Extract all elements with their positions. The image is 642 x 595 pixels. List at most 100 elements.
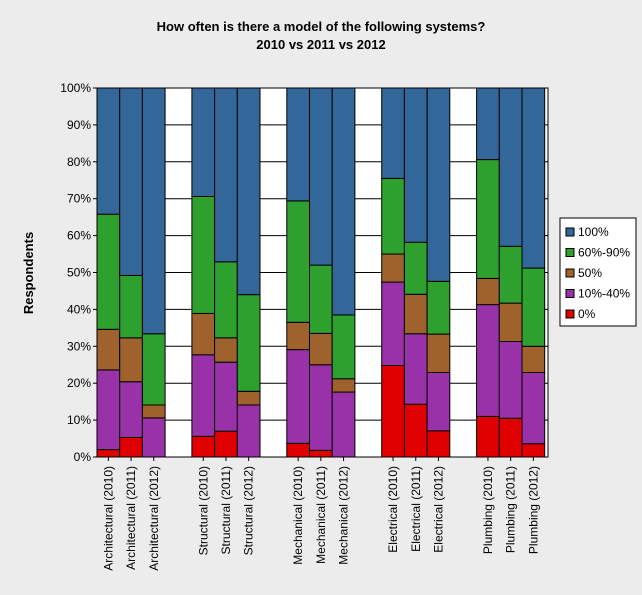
legend-item: 0%: [565, 307, 596, 321]
x-tick-label: Architectural (2012): [147, 466, 161, 571]
legend-item: 100%: [565, 225, 609, 239]
bar-segment: [286, 349, 310, 444]
bar-segment: [191, 354, 216, 437]
bar-segment: [309, 332, 333, 366]
y-tick-label: 10%: [67, 413, 91, 427]
bar-segment: [309, 264, 333, 334]
legend-swatch: [565, 227, 575, 237]
bar-segment: [403, 333, 428, 405]
bar-segment: [381, 281, 405, 366]
bar-segment: [191, 87, 216, 197]
bar-segment: [286, 200, 310, 323]
bar-segment: [476, 277, 500, 306]
bar-stack: [403, 87, 428, 458]
bar-stack: [286, 87, 310, 458]
x-tick-label: Electrical (2011): [409, 466, 423, 552]
bar-segment: [96, 449, 121, 458]
bar-segment: [141, 87, 166, 335]
x-tick-label: Plumbing (2010): [481, 466, 495, 554]
legend-label: 0%: [578, 307, 596, 321]
legend-item: 60%-90%: [565, 246, 630, 260]
bar-segment: [236, 390, 261, 406]
bar-stack: [381, 87, 405, 458]
x-tick-label: Mechanical (2011): [314, 466, 328, 564]
legend-label: 50%: [578, 266, 602, 280]
x-tick-label: Architectural (2010): [101, 466, 115, 571]
bar-segment: [521, 87, 546, 269]
legend-items: 100% 60%-90% 50% 10%-40% 0%: [565, 225, 630, 321]
x-tick-label: Structural (2012): [242, 466, 256, 555]
bar-segment: [236, 87, 261, 296]
bar-segment: [191, 312, 216, 356]
bar-segment: [498, 417, 523, 458]
bar-segment: [119, 436, 143, 458]
y-tick-label: 80%: [67, 155, 91, 169]
x-tick-label: Architectural (2011): [124, 466, 138, 570]
x-tick-label: Plumbing (2011): [504, 466, 518, 553]
bar-segment: [119, 337, 143, 383]
bar-segment: [331, 314, 356, 380]
bar-segment: [426, 430, 451, 458]
legend-swatch: [565, 248, 575, 257]
bar-segment: [331, 391, 356, 458]
bar-segment: [476, 159, 500, 279]
bar-segment: [521, 267, 546, 347]
bar-segment: [426, 333, 451, 373]
bar-segment: [309, 364, 333, 451]
legend-label: 60%-90%: [578, 246, 630, 260]
bar-segment: [498, 87, 523, 247]
bar-segment: [96, 369, 121, 451]
bar-segment: [476, 87, 500, 161]
legend-swatch: [565, 309, 575, 319]
bar-stack: [141, 87, 166, 458]
legend-swatch: [565, 289, 575, 298]
bar-segment: [96, 328, 121, 371]
bar-stack: [191, 87, 216, 458]
bar-stack: [331, 87, 356, 458]
bar-segment: [498, 302, 523, 343]
y-tick-label: 100%: [60, 81, 91, 95]
bar-stack: [214, 87, 238, 458]
y-tick-label: 20%: [67, 376, 91, 390]
legend-item: 10%-40%: [565, 287, 630, 301]
bar-segment: [214, 261, 238, 339]
y-axis-label: Respondents: [21, 232, 36, 314]
x-tick-label: Electrical (2012): [431, 466, 445, 553]
legend-label: 10%-40%: [578, 287, 630, 301]
bar-segment: [96, 213, 121, 330]
bar-segment: [96, 87, 121, 215]
bar-segment: [286, 442, 310, 458]
bar-segment: [426, 87, 451, 282]
bar-segment: [191, 435, 216, 458]
bar-segment: [498, 341, 523, 419]
bar-stack: [309, 87, 333, 458]
x-tick-label: Structural (2010): [196, 466, 210, 555]
bar-segment: [498, 245, 523, 304]
y-tick-label: 40%: [67, 302, 91, 316]
bar-segment: [521, 443, 546, 458]
bar-segment: [331, 87, 356, 316]
x-tick-label: Mechanical (2012): [337, 466, 351, 565]
y-axis-ticks: 0% 10% 20% 30% 40% 50% 60% 70% 80% 90% 100%: [60, 81, 97, 464]
bar-stack: [521, 87, 546, 458]
bar-segment: [403, 241, 428, 295]
y-tick-label: 50%: [67, 266, 91, 280]
bar-stack: [498, 87, 523, 458]
x-tick-label: Structural (2011): [219, 466, 233, 554]
chart-subtitle: 2010 vs 2011 vs 2012: [256, 37, 385, 52]
legend: 100% 60%-90% 50% 10%-40% 0%: [559, 217, 637, 327]
bar-segment: [286, 87, 310, 202]
bar-segment: [309, 449, 333, 458]
bar-stack: [426, 87, 451, 458]
bar-stack: [119, 87, 143, 458]
bar-segment: [119, 87, 143, 276]
bar-segment: [119, 274, 143, 339]
bar-stack: [236, 87, 261, 458]
bar-segment: [521, 371, 546, 445]
bar-segment: [521, 345, 546, 373]
bar-segment: [426, 371, 451, 432]
x-tick-label: Mechanical (2010): [291, 466, 305, 565]
bar-segment: [286, 321, 310, 351]
y-tick-label: 70%: [67, 192, 91, 206]
bar-segment: [214, 87, 238, 263]
